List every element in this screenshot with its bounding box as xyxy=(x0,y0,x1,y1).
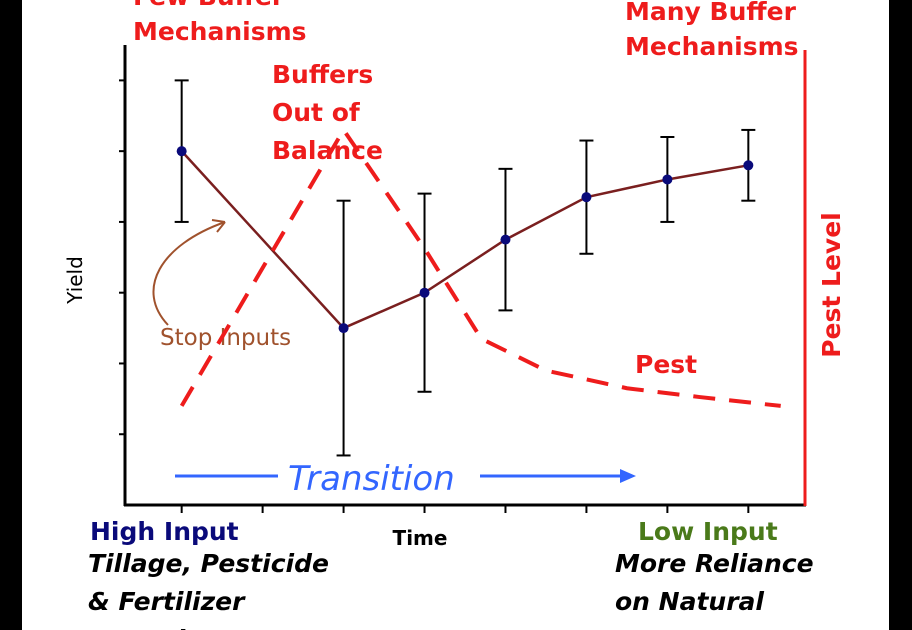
right-border xyxy=(889,0,912,630)
pest-label: Pest xyxy=(635,350,697,379)
transition-label: Transition xyxy=(288,459,455,499)
y-axis-label: Yield xyxy=(63,256,87,305)
yield-point xyxy=(743,160,754,171)
low-input-description: Processes xyxy=(615,625,755,630)
stop-inputs-arrow xyxy=(152,221,226,326)
yield-point xyxy=(581,192,592,203)
out-of-balance-label: Out of xyxy=(272,98,361,127)
out-of-balance-label: Buffers xyxy=(272,60,373,89)
x-axis-label: Time xyxy=(393,526,448,550)
few-buffer-label: Mechanisms xyxy=(133,17,307,46)
yield-point xyxy=(500,234,511,245)
many-buffer-label: Mechanisms xyxy=(625,32,799,61)
stop-inputs-arrowhead xyxy=(211,219,226,233)
low-input-label: Low Input xyxy=(638,517,778,546)
y2-axis-label: Pest Level xyxy=(817,212,846,358)
yield-point xyxy=(419,287,430,298)
high-input-description: Tillage, Pesticide xyxy=(88,549,329,578)
high-input-description: Intensive xyxy=(88,625,219,630)
many-buffer-label: Many Buffer xyxy=(625,0,797,26)
yield-point xyxy=(338,323,349,334)
out-of-balance-label: Balance xyxy=(272,136,383,165)
transition-arrowhead xyxy=(620,469,636,483)
high-input-description: & Fertilizer xyxy=(88,587,246,616)
low-input-description: More Reliance xyxy=(615,549,814,578)
pest-line xyxy=(179,126,781,408)
few-buffer-label: Few Buffer xyxy=(133,0,285,11)
left-border xyxy=(0,0,22,630)
yield-point xyxy=(176,146,187,157)
high-input-label: High Input xyxy=(90,517,239,546)
low-input-description: on Natural xyxy=(615,587,764,616)
yield-point xyxy=(662,174,673,185)
